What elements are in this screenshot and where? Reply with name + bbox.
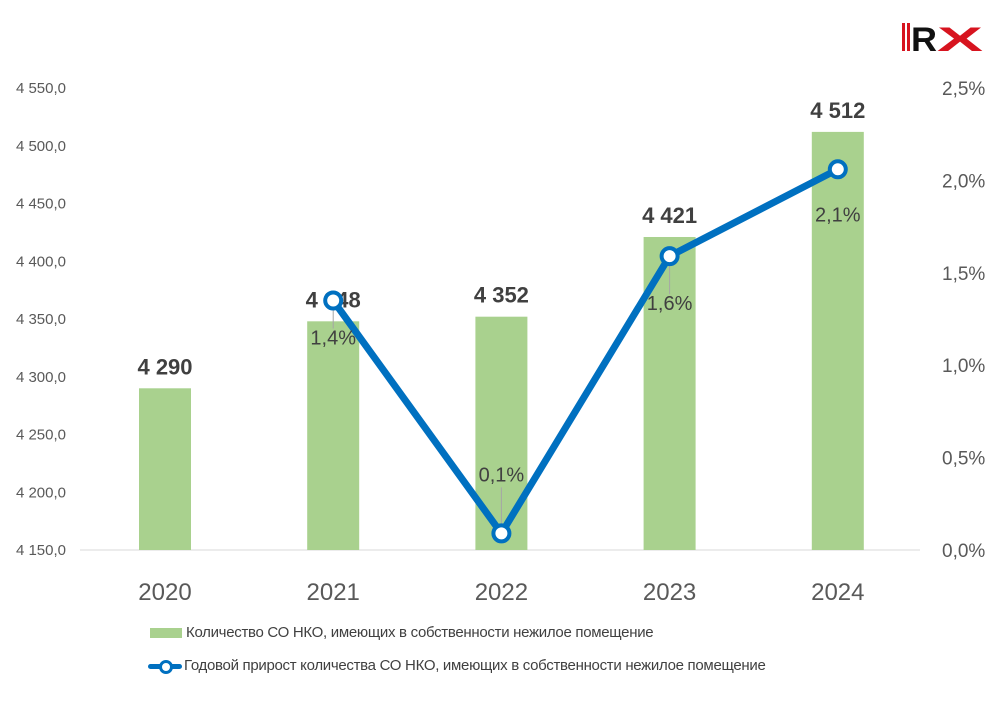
y-left-tick: 4 300,0 — [16, 369, 66, 386]
growth-point — [491, 523, 512, 544]
legend-item-line: Годовой прирост количества СО НКО, имеющ… — [148, 657, 766, 674]
line-data-label: 1,4% — [310, 328, 356, 350]
y-right-tick: 2,0% — [942, 171, 985, 192]
y-left-tick: 4 250,0 — [16, 427, 66, 444]
legend-item-bars: Количество СО НКО, имеющих в собственнос… — [150, 624, 654, 641]
y-left-tick: 4 450,0 — [16, 196, 66, 213]
logo-stripe — [902, 23, 905, 51]
x-tick-label: 2024 — [811, 579, 864, 606]
x-tick-label: 2020 — [138, 579, 191, 606]
legend-swatch-line — [148, 659, 182, 674]
growth-point — [659, 246, 680, 267]
line-data-label: 2,1% — [815, 204, 861, 226]
legend-swatch-bar — [150, 627, 182, 638]
y-left-tick: 4 550,0 — [16, 80, 66, 97]
logo-stripe — [907, 23, 910, 51]
growth-line — [330, 166, 840, 537]
bar — [811, 131, 864, 550]
bar — [139, 388, 191, 550]
y-right-tick: 0,5% — [942, 449, 985, 470]
bar-data-label: 4 512 — [810, 98, 865, 123]
bar-data-label: 4 290 — [137, 354, 192, 379]
x-tick-label: 2022 — [475, 579, 528, 606]
y-left-tick: 4 200,0 — [16, 484, 66, 501]
y-right-tick: 1,0% — [942, 356, 985, 377]
y-left-tick: 4 400,0 — [16, 253, 66, 270]
y-right-tick: 1,5% — [942, 264, 985, 285]
x-tick-label: 2021 — [307, 579, 360, 606]
bar-data-label: 4 421 — [642, 203, 697, 228]
bar-data-label: 4 352 — [474, 283, 529, 308]
y-left-tick: 4 500,0 — [16, 138, 66, 155]
y-right-tick: 2,5% — [942, 79, 985, 100]
legend-label: Количество СО НКО, имеющих в собственнос… — [186, 624, 654, 641]
logo-r: R — [911, 21, 937, 59]
bar — [307, 321, 360, 550]
y-right-tick: 0,0% — [942, 541, 985, 562]
y-left-tick: 4 150,0 — [16, 542, 66, 559]
growth-point — [827, 159, 848, 180]
line-data-label: 1,6% — [647, 293, 693, 315]
logo-x: X — [937, 21, 984, 59]
x-tick-label: 2023 — [643, 579, 696, 606]
legend-label: Годовой прирост количества СО НКО, имеющ… — [184, 657, 766, 674]
line-data-label: 0,1% — [479, 464, 525, 486]
y-left-tick: 4 350,0 — [16, 311, 66, 328]
growth-point — [323, 290, 344, 311]
